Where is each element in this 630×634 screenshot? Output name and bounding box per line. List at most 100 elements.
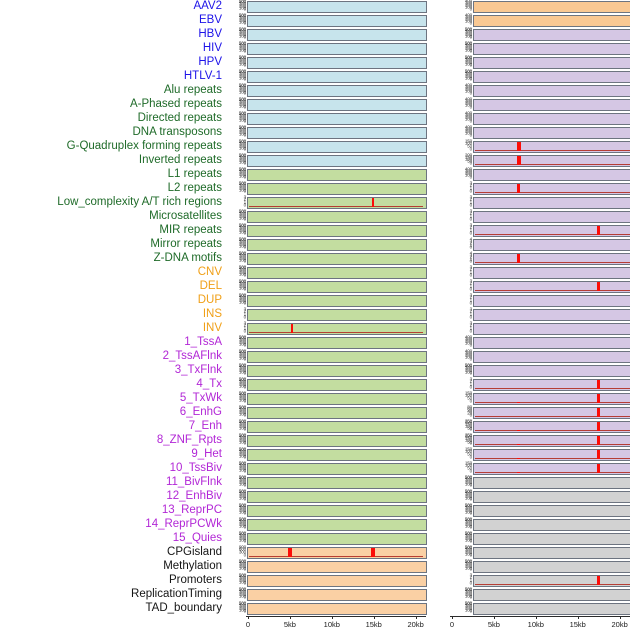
track-panel-left[interactable] <box>247 518 427 532</box>
y-tick-label: 1 <box>243 326 247 332</box>
track-panel-right[interactable] <box>473 126 630 140</box>
track-panel-left[interactable] <box>247 602 427 616</box>
track-panel-right[interactable] <box>473 560 630 574</box>
track-panel-right[interactable] <box>473 350 630 364</box>
track-panel-right[interactable] <box>473 154 630 168</box>
track-panel-left[interactable] <box>247 42 427 56</box>
track-panel-left[interactable] <box>247 546 427 560</box>
track-panel-right[interactable] <box>473 602 630 616</box>
track-panel-left[interactable] <box>247 532 427 546</box>
y-tick-label: 100 <box>238 439 246 445</box>
track-panel-right[interactable] <box>473 140 630 154</box>
track-panel-right[interactable] <box>473 476 630 490</box>
track-panel-left[interactable] <box>247 308 427 322</box>
track-panel-right[interactable] <box>473 70 630 84</box>
y-tick-label: 100 <box>464 88 472 94</box>
track-panel-right[interactable] <box>473 448 630 462</box>
track-panel-right[interactable] <box>473 336 630 350</box>
track-panel-left[interactable] <box>247 588 427 602</box>
track-panel-right[interactable] <box>473 28 630 42</box>
track-panel-right[interactable] <box>473 14 630 28</box>
track-panel-left[interactable] <box>247 168 427 182</box>
track-panel-left[interactable] <box>247 238 427 252</box>
track-panel-right[interactable] <box>473 308 630 322</box>
y-tick-label: 4 <box>469 250 473 256</box>
track-panel-right[interactable] <box>473 84 630 98</box>
track-panel-right[interactable] <box>473 532 630 546</box>
track-panel-right[interactable] <box>473 546 630 560</box>
track-panel-left[interactable] <box>247 266 427 280</box>
track-panel-left[interactable] <box>247 14 427 28</box>
track-panel-left[interactable] <box>247 560 427 574</box>
track-panel-left[interactable] <box>247 322 427 336</box>
y-tick-label: 400 <box>464 531 472 537</box>
track-panel-right[interactable] <box>473 392 630 406</box>
track-panel-right[interactable] <box>473 42 630 56</box>
track-panel-right[interactable] <box>473 294 630 308</box>
track-panel-left[interactable] <box>247 28 427 42</box>
track-panel-left[interactable] <box>247 350 427 364</box>
track-panel-left[interactable] <box>247 420 427 434</box>
track-label-ins: INS <box>202 308 222 321</box>
track-panel-left[interactable] <box>247 0 427 14</box>
track-panel-left[interactable] <box>247 84 427 98</box>
track-panel-right[interactable] <box>473 406 630 420</box>
y-tick-labels-right: 400 300 200 100 0 <box>451 335 473 350</box>
track-panel-right[interactable] <box>473 210 630 224</box>
track-panel-right[interactable] <box>473 182 630 196</box>
track-panel-right[interactable] <box>473 56 630 70</box>
track-panel-right[interactable] <box>473 504 630 518</box>
track-panel-right[interactable] <box>473 266 630 280</box>
track-panel-left[interactable] <box>247 98 427 112</box>
y-tick-label: 100 <box>238 215 246 221</box>
track-panel-right[interactable] <box>473 112 630 126</box>
track-panel-right[interactable] <box>473 280 630 294</box>
track-panel-left[interactable] <box>247 490 427 504</box>
track-panel-right[interactable] <box>473 168 630 182</box>
track-panel-right[interactable] <box>473 238 630 252</box>
y-tick-label: 400 <box>464 559 472 565</box>
track-panel-left[interactable] <box>247 336 427 350</box>
track-panel-left[interactable] <box>247 210 427 224</box>
track-panel-left[interactable] <box>247 140 427 154</box>
y-tick-label: 200 <box>238 605 246 611</box>
track-panel-left[interactable] <box>247 504 427 518</box>
track-panel-right[interactable] <box>473 588 630 602</box>
track-panel-left[interactable] <box>247 406 427 420</box>
track-panel-left[interactable] <box>247 462 427 476</box>
track-panel-left[interactable] <box>247 196 427 210</box>
track-panel-left[interactable] <box>247 448 427 462</box>
track-panel-left[interactable] <box>247 154 427 168</box>
track-panel-left[interactable] <box>247 574 427 588</box>
track-panel-right[interactable] <box>473 0 630 14</box>
track-panel-right[interactable] <box>473 98 630 112</box>
track-panel-right[interactable] <box>473 490 630 504</box>
track-panel-right[interactable] <box>473 434 630 448</box>
track-panel-left[interactable] <box>247 392 427 406</box>
track-panel-right[interactable] <box>473 364 630 378</box>
track-panel-right[interactable] <box>473 420 630 434</box>
track-panel-left[interactable] <box>247 182 427 196</box>
track-panel-right[interactable] <box>473 196 630 210</box>
track-panel-left[interactable] <box>247 112 427 126</box>
track-panel-left[interactable] <box>247 294 427 308</box>
track-panel-right[interactable] <box>473 518 630 532</box>
track-panel-left[interactable] <box>247 280 427 294</box>
track-row: 3_TxFlnk 500 400 300 200 100 0 500 400 300 200 100 0 <box>0 363 630 378</box>
track-panel-right[interactable] <box>473 574 630 588</box>
track-panel-left[interactable] <box>247 56 427 70</box>
track-panel-right[interactable] <box>473 462 630 476</box>
track-panel-left[interactable] <box>247 126 427 140</box>
track-panel-left[interactable] <box>247 476 427 490</box>
track-panel-left[interactable] <box>247 364 427 378</box>
track-panel-right[interactable] <box>473 252 630 266</box>
track-panel-left[interactable] <box>247 70 427 84</box>
track-panel-right[interactable] <box>473 322 630 336</box>
track-panel-left[interactable] <box>247 252 427 266</box>
track-panel-left[interactable] <box>247 224 427 238</box>
track-panel-right[interactable] <box>473 224 630 238</box>
track-panel-right[interactable] <box>473 378 630 392</box>
data-peak <box>372 198 375 208</box>
track-panel-left[interactable] <box>247 434 427 448</box>
track-panel-left[interactable] <box>247 378 427 392</box>
